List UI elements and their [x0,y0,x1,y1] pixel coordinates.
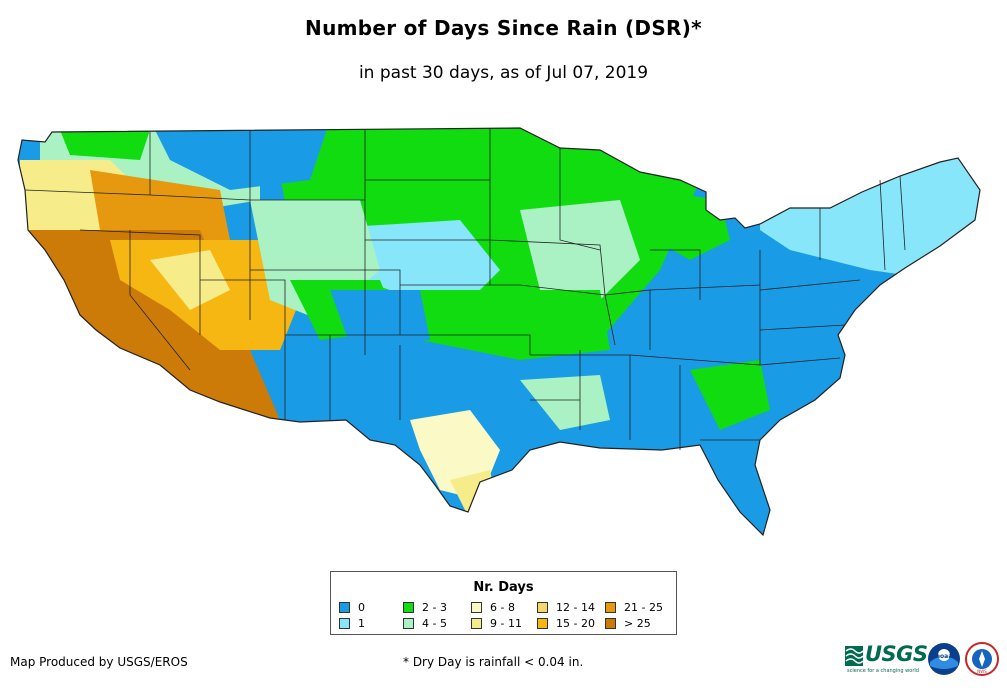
us-dsr-map [17,127,981,537]
nws-logo-icon: NWS [965,642,999,676]
legend: Nr. Days 0 1 2 - 3 4 - 5 6 - 8 9 - 11 12… [330,571,677,635]
legend-swatch [403,602,414,613]
noaa-logo-text: noaa [936,653,953,660]
legend-label: 21 - 25 [624,601,663,614]
legend-label: 12 - 14 [556,601,595,614]
producer-credit: Map Produced by USGS/EROS [10,655,188,669]
agency-logos: USGS science for a changing world noaa N… [843,640,1003,684]
usgs-logo-icon [845,646,864,666]
legend-swatch [605,618,616,629]
usgs-tagline: science for a changing world [847,668,919,674]
legend-label: 15 - 20 [556,617,595,630]
legend-label: 0 [358,601,365,614]
legend-label: 9 - 11 [490,617,522,630]
legend-label: > 25 [624,617,651,630]
nws-logo-text: NWS [977,669,987,674]
legend-label: 2 - 3 [422,601,447,614]
legend-swatch [537,618,548,629]
legend-label: 4 - 5 [422,617,447,630]
legend-title: Nr. Days [473,580,534,595]
legend-swatch [471,618,482,629]
legend-label: 6 - 8 [490,601,515,614]
map-title: Number of Days Since Rain (DSR)* [305,16,702,40]
legend-swatch [403,618,414,629]
legend-swatch [339,618,350,629]
legend-swatch [605,602,616,613]
noaa-logo-icon: noaa [928,643,960,675]
legend-label: 1 [358,617,365,630]
dry-day-note: * Dry Day is rainfall < 0.04 in. [403,655,584,669]
legend-swatch [537,602,548,613]
map-subtitle: in past 30 days, as of Jul 07, 2019 [358,63,649,83]
legend-swatch [471,602,482,613]
usgs-logo-text: USGS [865,642,928,666]
legend-swatch [339,602,350,613]
